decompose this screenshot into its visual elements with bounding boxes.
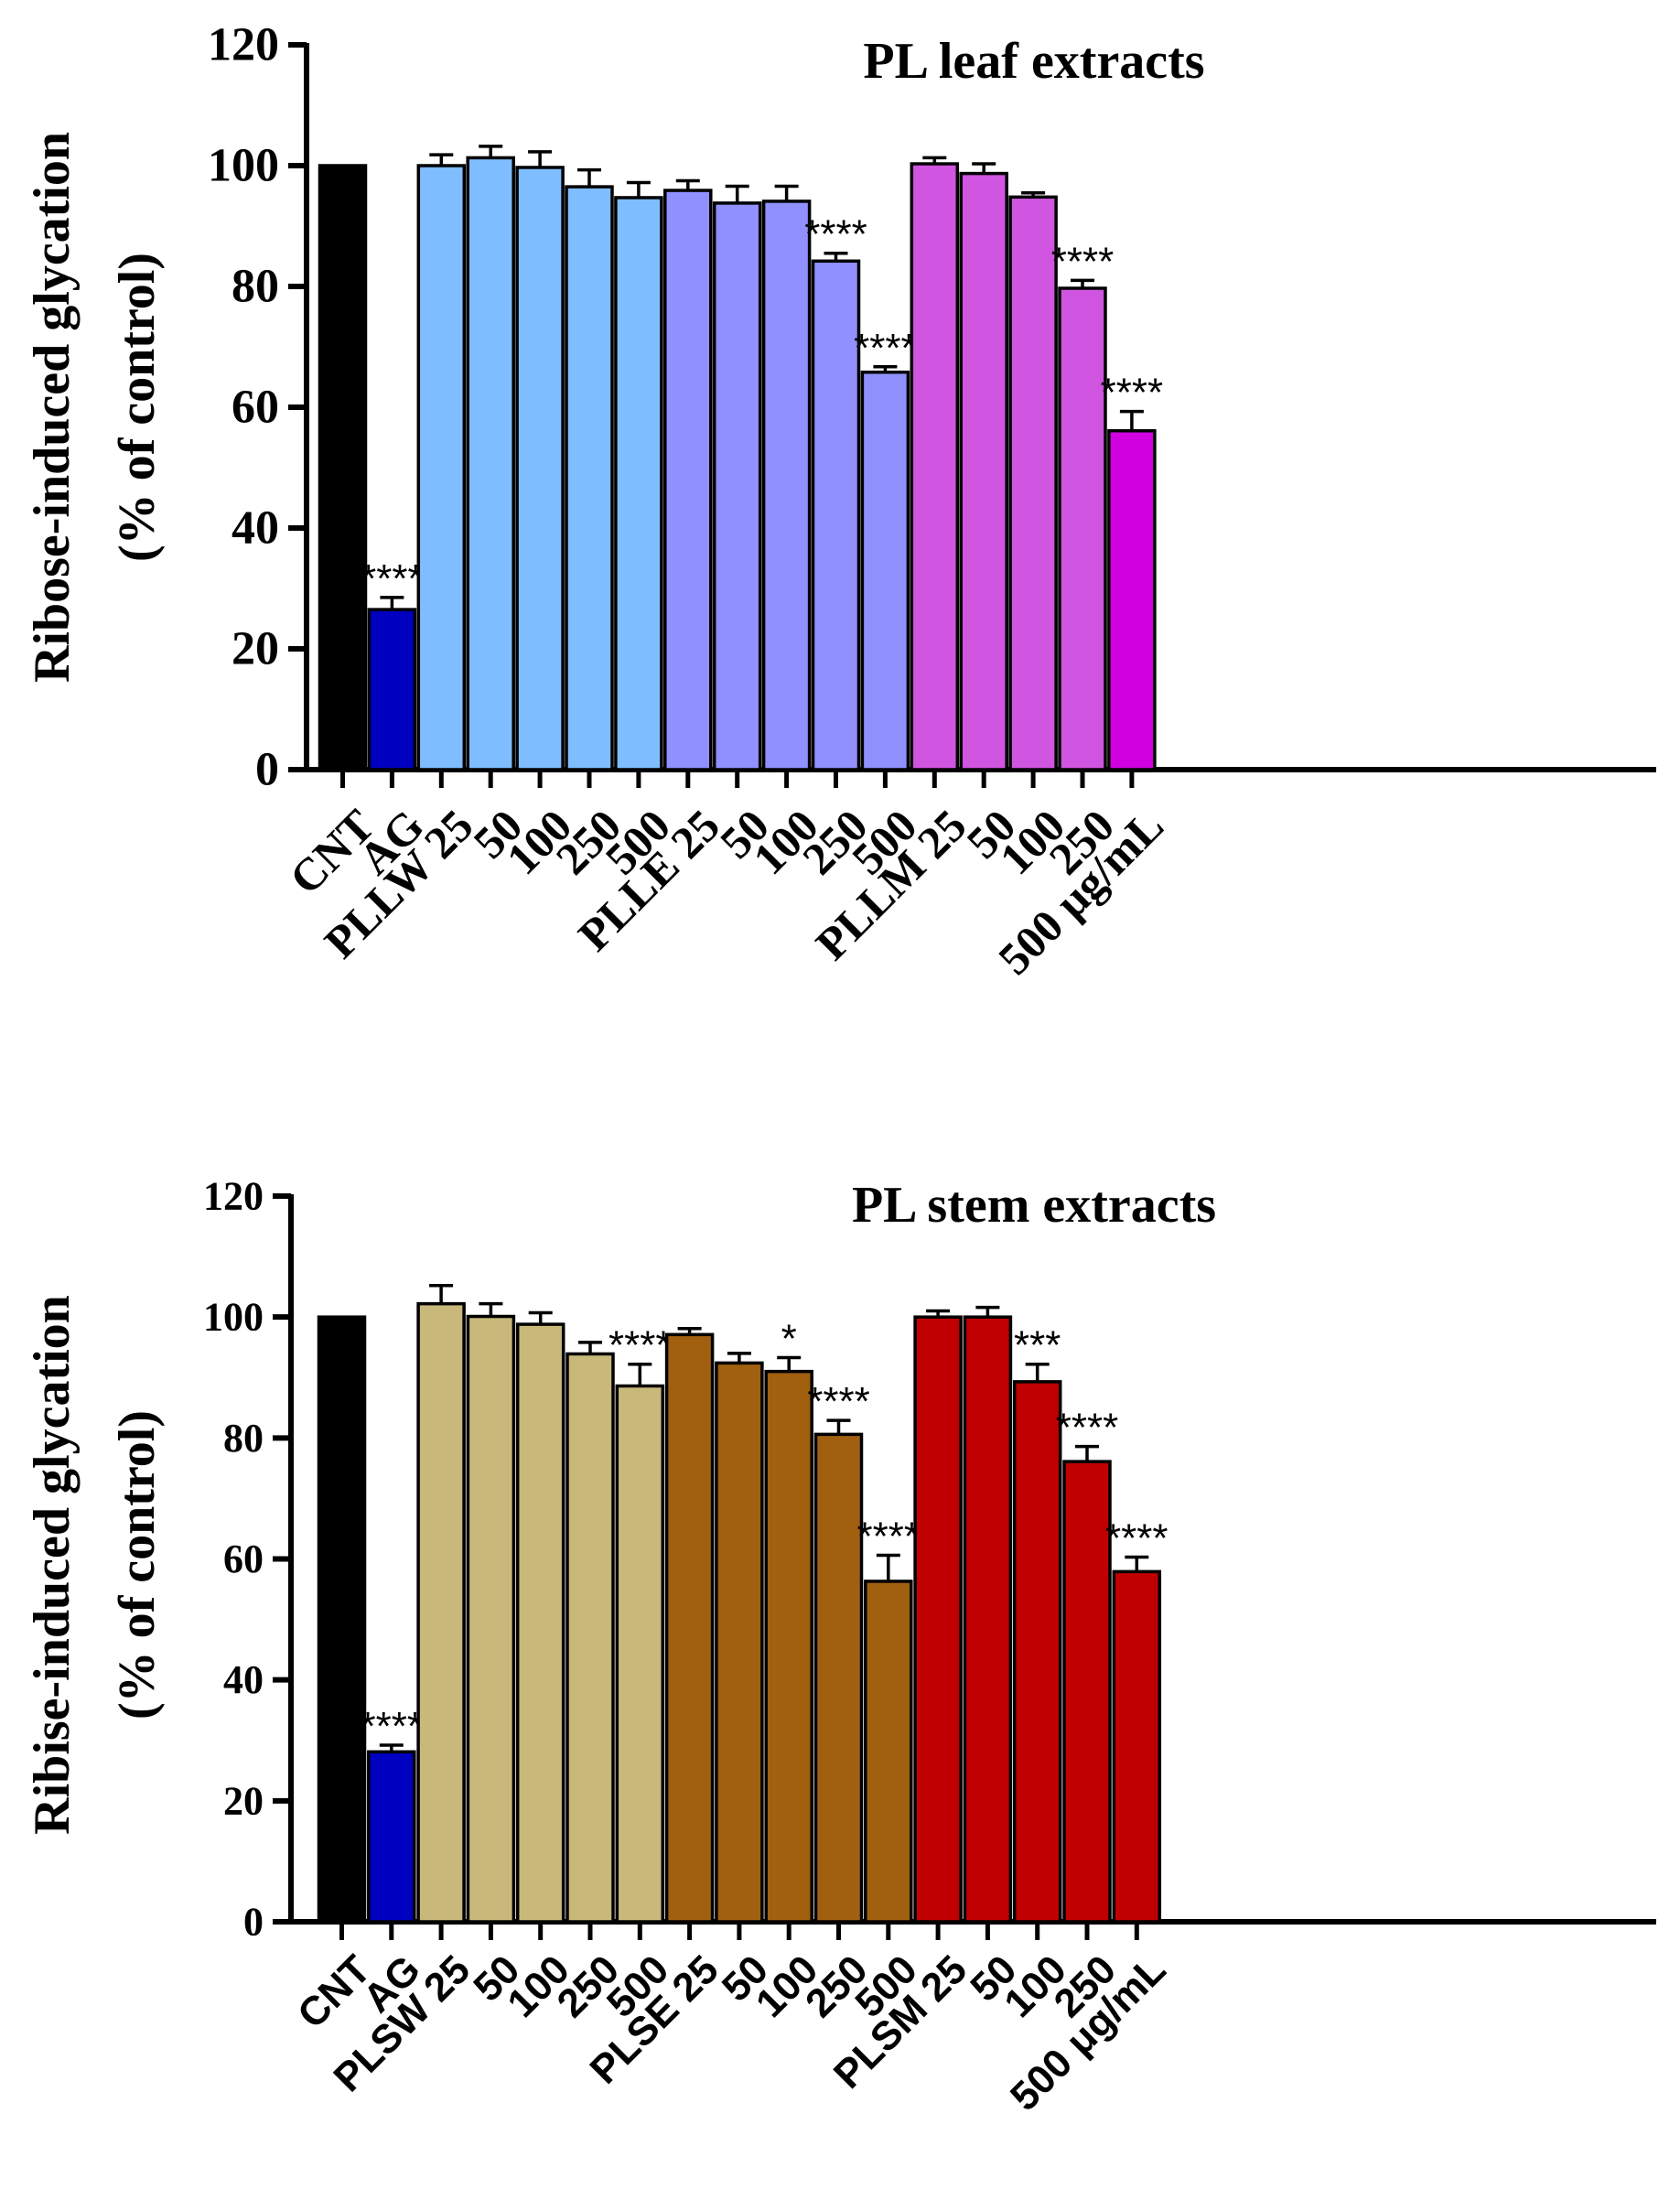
significance-label: ****	[361, 1704, 424, 1749]
bar	[515, 1322, 565, 1924]
y-axis-label: Ribise-induced glycation	[24, 1295, 81, 1835]
y-axis-label-unit: (% of control)	[109, 253, 166, 562]
bar	[1008, 195, 1058, 771]
bar	[761, 199, 812, 771]
bar	[712, 201, 762, 771]
stem-extracts-chart: PL stem extracts Ribise-induced glycation…	[24, 1174, 1656, 2119]
y-tick-label: 80	[223, 1416, 264, 1461]
bar	[367, 608, 417, 771]
y-tick-label: 120	[208, 19, 279, 71]
significance-label: ****	[1101, 371, 1164, 415]
y-axis-label-unit: (% of control)	[109, 1410, 166, 1720]
significance-label: ****	[857, 1515, 921, 1559]
y-tick-label: 40	[232, 502, 279, 555]
y-tick-label: 80	[232, 261, 279, 313]
y-tick-label: 100	[203, 1295, 264, 1340]
bar	[318, 164, 368, 771]
y-tick-label: 0	[255, 744, 279, 796]
y-tick-label: 40	[223, 1657, 264, 1702]
bar	[416, 164, 467, 771]
bar	[715, 1361, 764, 1924]
y-tick-label: 100	[208, 140, 279, 192]
bar	[963, 1315, 1013, 1924]
y-tick-label: 20	[223, 1778, 264, 1823]
significance-label: ***	[1014, 1323, 1061, 1368]
significance-label: ****	[1056, 1406, 1119, 1450]
bar	[416, 1301, 466, 1924]
bar	[565, 1352, 615, 1924]
bar	[913, 1315, 963, 1924]
bar	[1112, 1569, 1162, 1924]
bar	[1062, 1460, 1112, 1924]
y-tick-label: 120	[203, 1174, 264, 1219]
bar	[663, 189, 713, 771]
bar	[910, 162, 960, 771]
chart-title: PL leaf extracts	[863, 33, 1204, 90]
bar	[515, 166, 565, 771]
bar	[367, 1750, 416, 1924]
bar	[811, 259, 861, 771]
significance-label: ****	[608, 1323, 672, 1368]
leaf-extracts-chart: PL leaf extracts Ribose-induced glycation…	[24, 19, 1656, 985]
y-tick-label: 60	[232, 382, 279, 434]
bar	[860, 370, 910, 771]
bar	[813, 1432, 864, 1924]
significance-label: ****	[807, 1379, 870, 1424]
bar	[664, 1332, 715, 1924]
significance-label: ****	[1105, 1516, 1168, 1561]
bar	[466, 156, 515, 771]
significance-label: ****	[361, 556, 424, 601]
significance-label: ****	[854, 326, 917, 371]
bar	[1058, 286, 1107, 771]
bar	[614, 196, 663, 771]
bar	[565, 185, 614, 771]
bar	[764, 1369, 813, 1924]
bar	[1012, 1380, 1062, 1924]
bar	[317, 1315, 367, 1924]
bar	[1107, 428, 1157, 771]
bar	[959, 171, 1008, 771]
y-tick-label: 20	[232, 623, 279, 675]
significance-label: *	[781, 1316, 797, 1361]
bar	[466, 1314, 516, 1924]
chart-title: PL stem extracts	[852, 1177, 1216, 1234]
y-axis-label: Ribose-induced glycation	[24, 132, 81, 683]
significance-label: ****	[804, 212, 867, 257]
y-tick-label: 0	[243, 1900, 264, 1945]
bar	[864, 1580, 913, 1924]
y-tick-label: 60	[223, 1537, 264, 1581]
bar	[615, 1384, 665, 1924]
significance-label: ****	[1051, 239, 1115, 284]
